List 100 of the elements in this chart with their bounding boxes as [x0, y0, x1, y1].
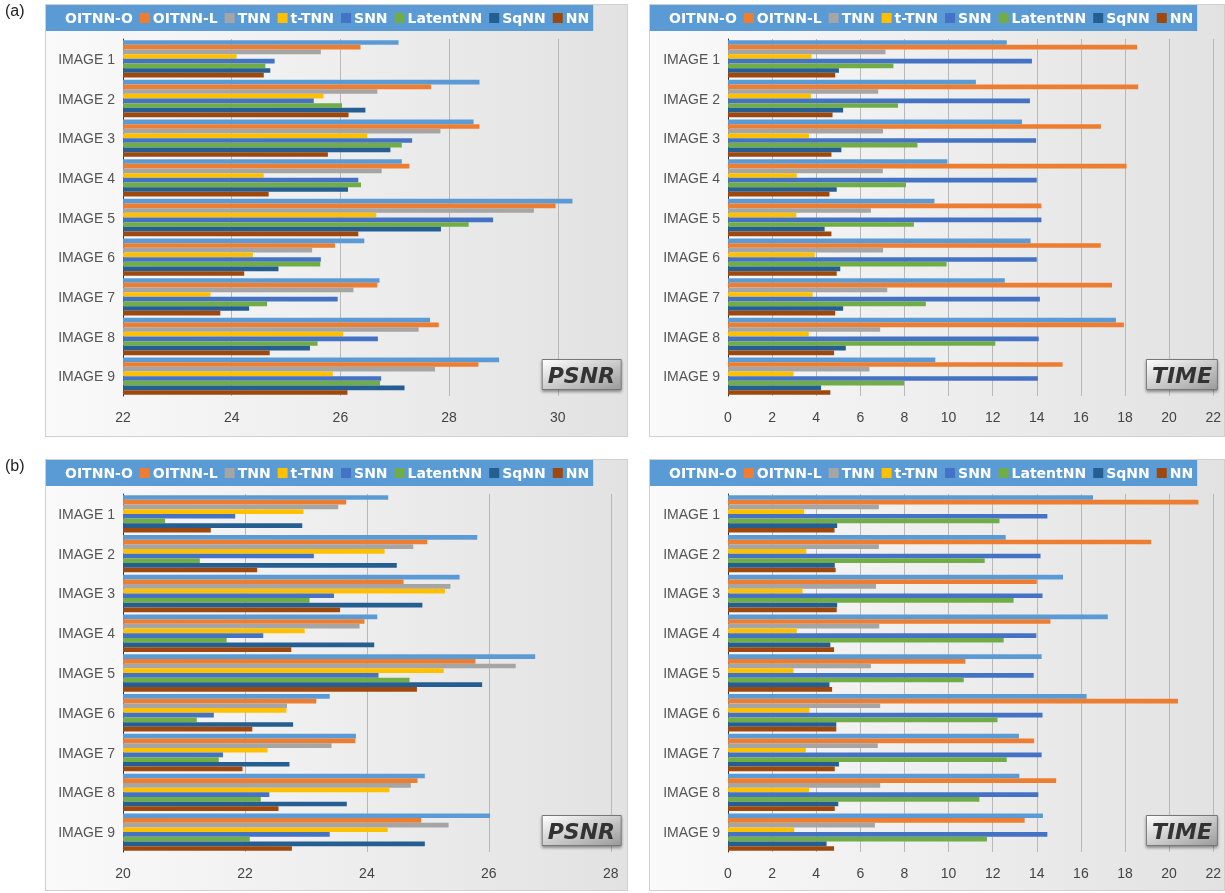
legend-label: NN — [1169, 465, 1194, 481]
y-tick-label: IMAGE 1 — [58, 50, 116, 67]
series-label: OITNN-O — [669, 10, 737, 26]
y-tick-label: IMAGE 5 — [58, 209, 116, 226]
text: (b) — [5, 457, 25, 475]
legend-label: OITNN-L — [756, 465, 822, 481]
legend-label: SNN — [958, 10, 992, 26]
y-tick-label: IMAGE 6 — [663, 704, 721, 721]
y-tick-label: IMAGE 9 — [663, 368, 721, 385]
y-tick-label: IMAGE 6 — [58, 704, 116, 721]
x-tick-label: 18 — [1117, 409, 1133, 425]
legend-label: t-TNN — [894, 465, 939, 481]
x-tick-label: 2 — [768, 409, 777, 425]
legend-label: SqNN — [502, 465, 546, 481]
x-tick-label: 4 — [812, 865, 821, 881]
x-tick-label: 14 — [1028, 409, 1045, 425]
legend-label: OITNN-L — [152, 10, 218, 26]
text: TIME — [1151, 818, 1213, 844]
y-tick-label: IMAGE 4 — [58, 169, 116, 186]
x-tick-label: 12 — [984, 865, 1001, 881]
series-label: OITNN-O — [65, 10, 133, 26]
y-tick-label: IMAGE 7 — [58, 744, 116, 761]
y-tick-label: IMAGE 2 — [58, 545, 116, 562]
x-tick-label: 26 — [332, 409, 349, 425]
text: PSNR — [547, 818, 616, 844]
y-tick-label: IMAGE 2 — [663, 545, 721, 562]
legend-label: NN — [1169, 10, 1194, 26]
y-tick-label: IMAGE 6 — [663, 249, 721, 266]
y-tick-label: IMAGE 9 — [663, 824, 721, 841]
x-tick-label: 20 — [115, 865, 131, 881]
legend-label: LatentNN — [407, 465, 483, 481]
text: (a) — [5, 2, 25, 20]
legend-label: LatentNN — [407, 10, 483, 26]
y-tick-label: IMAGE 4 — [663, 169, 721, 186]
legend-label: t-TNN — [290, 465, 335, 481]
y-tick-label: IMAGE 3 — [663, 585, 721, 602]
x-tick-label: 20 — [1161, 865, 1178, 881]
x-tick-label: 0 — [724, 865, 733, 881]
x-tick-label: 16 — [1073, 409, 1089, 425]
y-tick-label: IMAGE 6 — [58, 249, 116, 266]
y-tick-label: IMAGE 3 — [58, 585, 116, 602]
y-tick-label: IMAGE 8 — [663, 784, 721, 801]
y-tick-label: IMAGE 8 — [58, 328, 116, 345]
text: TIME — [1151, 362, 1213, 388]
x-tick-label: 2 — [768, 865, 777, 881]
x-tick-label: 16 — [1073, 865, 1089, 881]
x-tick-label: 14 — [1028, 865, 1045, 881]
legend-label: t-TNN — [894, 10, 939, 26]
x-tick-label: 26 — [481, 865, 497, 881]
y-tick-label: IMAGE 5 — [663, 665, 721, 681]
y-tick-label: IMAGE 4 — [663, 625, 721, 642]
legend-label: SqNN — [502, 10, 546, 26]
legend-label: NN — [565, 465, 590, 481]
legend-label: SNN — [354, 10, 388, 26]
x-tick-label: 28 — [603, 865, 619, 881]
x-tick-label: 24 — [359, 865, 375, 881]
y-tick-label: IMAGE 7 — [663, 744, 721, 761]
legend-label: SNN — [354, 465, 388, 481]
x-tick-label: 22 — [1205, 865, 1222, 881]
y-tick-label: IMAGE 5 — [663, 209, 721, 226]
y-tick-label: IMAGE 5 — [58, 665, 116, 681]
x-tick-label: 10 — [940, 865, 957, 881]
legend-label: OITNN-L — [152, 465, 218, 481]
legend-label: LatentNN — [1011, 465, 1087, 481]
x-tick-label: 8 — [900, 865, 909, 881]
x-tick-label: 20 — [1161, 409, 1178, 425]
series-label: OITNN-O — [65, 465, 133, 481]
x-tick-label: 6 — [856, 409, 865, 425]
legend-label: TNN — [841, 10, 875, 26]
x-tick-label: 30 — [549, 409, 566, 425]
x-tick-label: 6 — [856, 865, 865, 881]
legend-label: TNN — [237, 465, 271, 481]
x-tick-label: 28 — [441, 409, 458, 425]
y-tick-label: IMAGE 8 — [58, 784, 116, 801]
legend-label: LatentNN — [1011, 10, 1087, 26]
x-tick-label: 22 — [1205, 409, 1222, 425]
series-label: OITNN-O — [669, 465, 737, 481]
legend-label: SNN — [958, 465, 992, 481]
legend-label: OITNN-L — [756, 10, 822, 26]
y-tick-label: IMAGE 7 — [663, 288, 721, 305]
x-tick-label: 10 — [940, 409, 957, 425]
y-tick-label: IMAGE 1 — [58, 505, 116, 522]
legend-label: TNN — [841, 465, 875, 481]
y-tick-label: IMAGE 9 — [58, 368, 116, 385]
y-tick-label: IMAGE 8 — [663, 328, 721, 345]
y-tick-label: IMAGE 1 — [663, 505, 721, 522]
legend-label: SqNN — [1106, 10, 1150, 26]
text: PSNR — [547, 362, 616, 388]
y-tick-label: IMAGE 4 — [58, 625, 116, 642]
y-tick-label: IMAGE 3 — [663, 130, 721, 147]
x-tick-label: 24 — [223, 409, 240, 425]
x-tick-label: 4 — [812, 409, 821, 425]
legend-label: t-TNN — [290, 10, 335, 26]
legend-label: NN — [565, 10, 590, 26]
y-tick-label: IMAGE 3 — [58, 130, 116, 147]
legend-label: TNN — [237, 10, 271, 26]
legend-label: SqNN — [1106, 465, 1150, 481]
x-tick-label: 22 — [237, 865, 253, 881]
y-tick-label: IMAGE 2 — [663, 90, 721, 107]
y-tick-label: IMAGE 2 — [58, 90, 116, 107]
